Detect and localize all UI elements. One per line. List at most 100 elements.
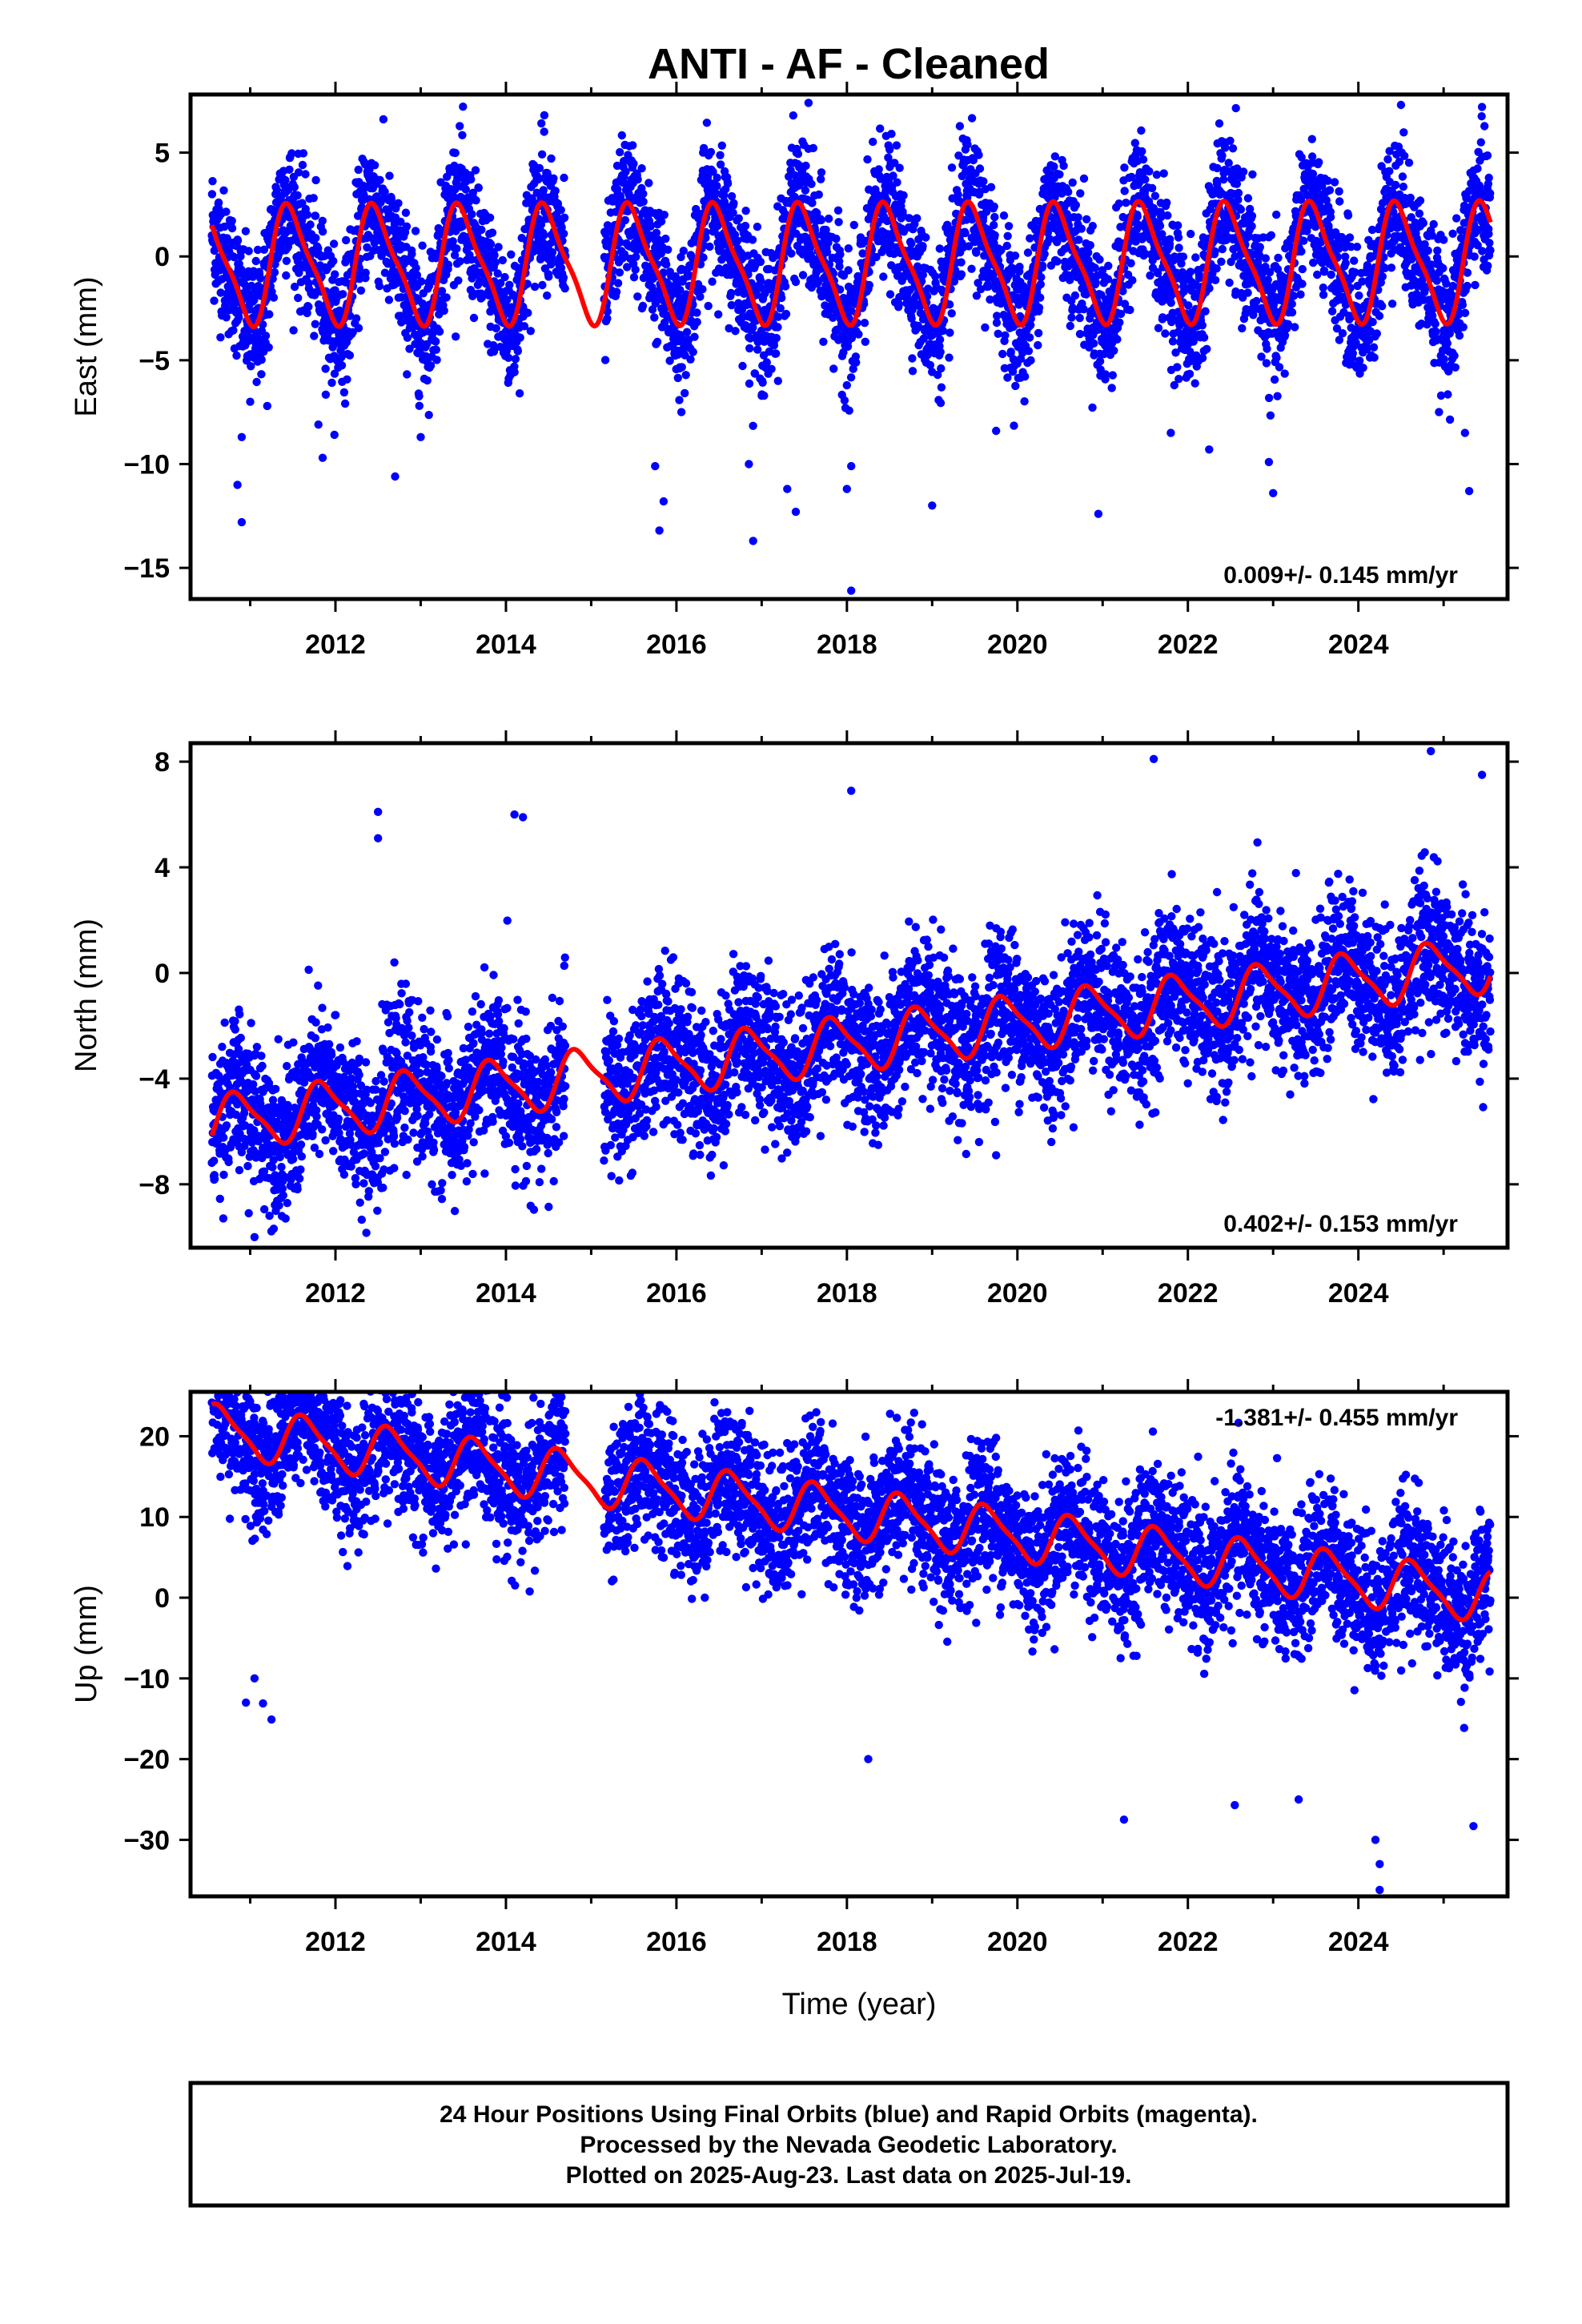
data-point (637, 164, 646, 173)
data-point (540, 231, 548, 239)
data-point (1327, 307, 1337, 316)
data-point (486, 307, 495, 316)
data-point (600, 356, 610, 364)
data-point (979, 177, 988, 186)
data-point (387, 195, 396, 203)
data-point (639, 189, 648, 199)
data-point (402, 222, 412, 231)
data-point (1378, 272, 1387, 281)
data-point (720, 197, 729, 206)
data-point (773, 376, 782, 385)
data-point (330, 369, 339, 378)
data-point (844, 244, 853, 253)
data-point (380, 187, 389, 196)
data-point (612, 287, 621, 296)
data-point (729, 199, 738, 207)
data-point (762, 358, 771, 367)
data-point (437, 287, 447, 296)
data-point (845, 406, 853, 415)
data-point (294, 293, 303, 303)
data-point (448, 191, 458, 200)
data-point (1091, 278, 1100, 287)
data-point (1313, 270, 1322, 279)
data-point (842, 380, 852, 390)
data-point (757, 277, 765, 286)
data-point (706, 147, 716, 157)
data-point (516, 333, 524, 342)
data-point (1090, 339, 1098, 348)
data-point (456, 122, 464, 131)
data-point (693, 318, 701, 327)
data-point (1326, 212, 1335, 222)
data-point (824, 214, 833, 223)
data-point (548, 247, 557, 257)
data-point (1298, 264, 1307, 274)
data-point (456, 257, 464, 266)
data-point (547, 260, 556, 269)
data-point (304, 302, 313, 312)
data-point (1023, 248, 1033, 257)
data-point (1138, 155, 1148, 164)
data-point (603, 314, 612, 323)
data-point (1338, 329, 1347, 338)
data-point (1213, 163, 1222, 173)
data-point (711, 189, 721, 198)
data-point (696, 292, 705, 301)
data-point (1068, 178, 1077, 187)
data-point (339, 290, 347, 299)
data-point (1174, 375, 1183, 384)
data-point (1212, 264, 1221, 273)
data-point (223, 234, 231, 243)
data-point (412, 271, 422, 279)
data-point (1128, 275, 1137, 285)
data-point (734, 299, 743, 308)
data-point (403, 333, 412, 342)
data-point (1021, 372, 1030, 381)
data-point (321, 364, 330, 373)
data-point (1155, 221, 1165, 231)
data-point (689, 348, 697, 356)
data-point (520, 322, 529, 331)
data-point (252, 377, 261, 387)
data-point (620, 250, 629, 259)
data-point (1383, 155, 1392, 164)
data-point (861, 337, 870, 346)
data-point (937, 364, 946, 373)
data-point (488, 228, 497, 237)
data-point (1218, 151, 1227, 160)
data-point (471, 166, 480, 175)
data-point (354, 324, 363, 332)
data-point (998, 349, 1007, 359)
data-point (340, 399, 350, 408)
data-point (1291, 323, 1299, 332)
data-point (1074, 235, 1083, 244)
data-point (753, 345, 762, 354)
data-point (1359, 364, 1367, 372)
data-point (418, 241, 427, 250)
data-point (967, 114, 977, 123)
data-point (885, 290, 895, 299)
data-point (1141, 175, 1150, 184)
data-point (256, 274, 265, 283)
data-point (232, 351, 241, 360)
data-point (716, 151, 725, 159)
data-point (776, 304, 785, 313)
data-point (227, 216, 236, 225)
data-point (648, 305, 657, 314)
data-point (675, 396, 684, 404)
data-point (513, 347, 522, 356)
data-point (713, 173, 721, 183)
data-point (1066, 321, 1075, 331)
data-point (401, 208, 411, 217)
data-point (311, 320, 319, 328)
data-point (1387, 300, 1397, 308)
data-point (1370, 353, 1379, 362)
data-point (450, 251, 460, 259)
data-point (287, 149, 296, 158)
data-point (311, 175, 320, 185)
data-point (885, 145, 894, 154)
data-point (290, 183, 299, 191)
data-point (1075, 313, 1084, 323)
data-point (379, 115, 388, 124)
